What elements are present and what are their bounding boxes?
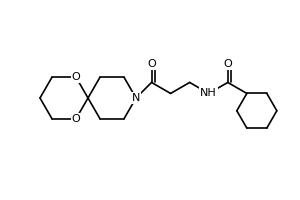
- Text: O: O: [224, 59, 232, 69]
- Text: O: O: [72, 72, 80, 82]
- Text: O: O: [147, 59, 156, 69]
- Text: O: O: [72, 114, 80, 124]
- Text: NH: NH: [200, 88, 217, 98]
- Text: N: N: [132, 93, 140, 103]
